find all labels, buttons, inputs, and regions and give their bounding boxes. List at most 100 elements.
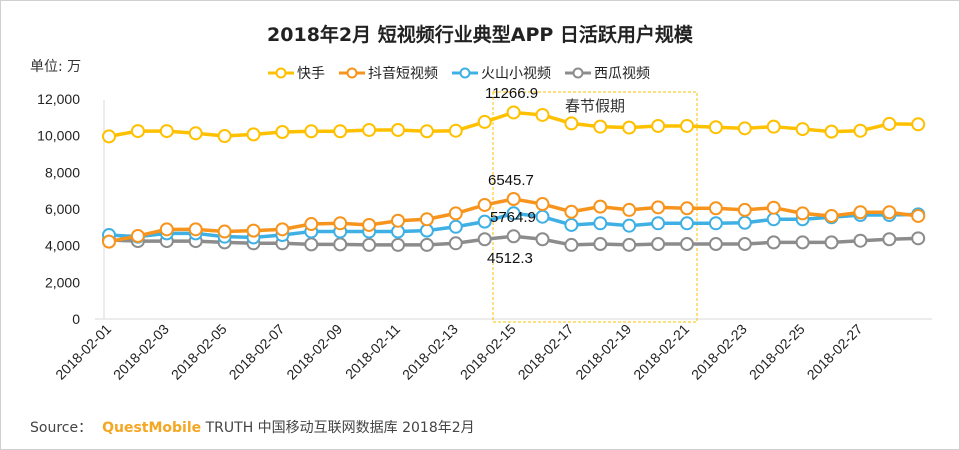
data-point [737,121,752,136]
data-point [651,118,666,133]
data-point [911,117,926,132]
holiday-annotation: 春节假期 [565,97,625,115]
data-point [680,201,694,216]
data-point [824,208,839,223]
data-point [824,235,839,250]
data-point [593,237,608,252]
data-point [651,237,666,252]
data-point [564,204,579,219]
data-point [766,200,781,215]
legend-label: 抖音短视频 [368,66,438,82]
x-tick-label: 2018-02-03 [110,321,172,383]
x-tick-label: 2018-02-25 [746,321,808,383]
data-point [535,209,550,224]
data-point [535,197,550,212]
data-point [304,217,319,232]
x-tick-label: 2018-02-13 [399,321,461,383]
data-point [853,205,868,220]
data-point [766,212,781,227]
data-point [506,206,521,221]
data-point [737,237,752,252]
data-point [766,119,781,134]
data-point [448,219,463,234]
data-point [188,222,203,237]
data-point [882,205,897,220]
data-point [680,237,694,252]
data-point [246,127,261,142]
data-point [882,116,897,131]
legend-marker-icon [452,67,478,79]
data-point [882,232,897,247]
data-point [564,217,579,232]
data-point [333,237,348,252]
data-point [391,213,405,228]
footer-text: TRUTH 中国移动互联网数据库 2018年2月 [205,420,475,436]
data-point [419,124,434,139]
data-point [419,237,434,252]
y-tick-label: 10,000 [37,128,80,144]
data-point [737,215,752,230]
chart-title: 2018年2月 短视频行业典型APP 日活跃用户规模 [267,24,693,46]
legend-label: 快手 [297,66,325,82]
data-label: 11266.9 [485,85,538,102]
data-point [448,236,463,251]
data-point [102,234,116,249]
data-point [708,237,723,252]
x-tick-label: 2018-02-01 [52,321,114,383]
holiday-highlight-box [492,91,698,323]
data-point [275,125,290,139]
x-tick-label: 2018-02-17 [515,321,577,383]
data-point [130,228,145,243]
data-point [333,124,348,139]
data-point [680,216,694,231]
legend-marker-icon [268,67,294,79]
data-point [737,202,752,217]
data-point [477,214,492,229]
y-tick-label: 2,000 [45,274,80,290]
legend-marker-icon [339,67,365,79]
data-point [593,199,608,214]
legend: 快手 抖音短视频 火山小视频 西瓜视频 [268,63,650,83]
data-point [477,232,492,247]
data-label: 4512.3 [487,250,533,267]
data-point [795,235,810,250]
data-point [275,222,290,237]
data-point [708,201,723,216]
data-point [304,237,319,252]
legend-item: 西瓜视频 [565,63,650,83]
data-point [853,123,868,138]
x-tick-label: 2018-02-07 [226,321,288,383]
data-point [680,118,694,133]
data-point [362,217,377,232]
data-label: 6545.7 [488,172,534,189]
data-point [564,237,579,252]
series-1 [102,191,926,249]
data-point [506,105,521,120]
x-tick-label: 2018-02-05 [168,321,230,383]
legend-item: 火山小视频 [452,63,551,83]
data-point [159,222,174,237]
x-tick-label: 2018-02-19 [572,321,634,383]
brand-logo: QuestMobile [102,420,202,436]
footer: Source： QuestMobile TRUTH 中国移动互联网数据库 2018… [30,417,475,437]
legend-label: 火山小视频 [481,66,551,82]
data-point [419,223,434,238]
data-point [217,129,232,144]
series-0 [102,105,926,144]
legend-item: 抖音短视频 [339,63,438,83]
data-point [391,122,405,137]
data-point [217,224,232,239]
y-tick-label: 8,000 [45,164,80,180]
x-tick-label: 2018-02-11 [342,321,403,382]
data-point [448,123,463,138]
data-point [824,124,839,139]
x-tick-label: 2018-02-09 [283,321,345,383]
data-point [795,206,810,221]
legend-item: 快手 [268,63,325,83]
data-point [419,212,434,227]
data-point [535,232,550,247]
data-point [766,235,781,250]
data-point [477,197,492,212]
data-point [795,122,810,137]
data-point [246,223,261,238]
